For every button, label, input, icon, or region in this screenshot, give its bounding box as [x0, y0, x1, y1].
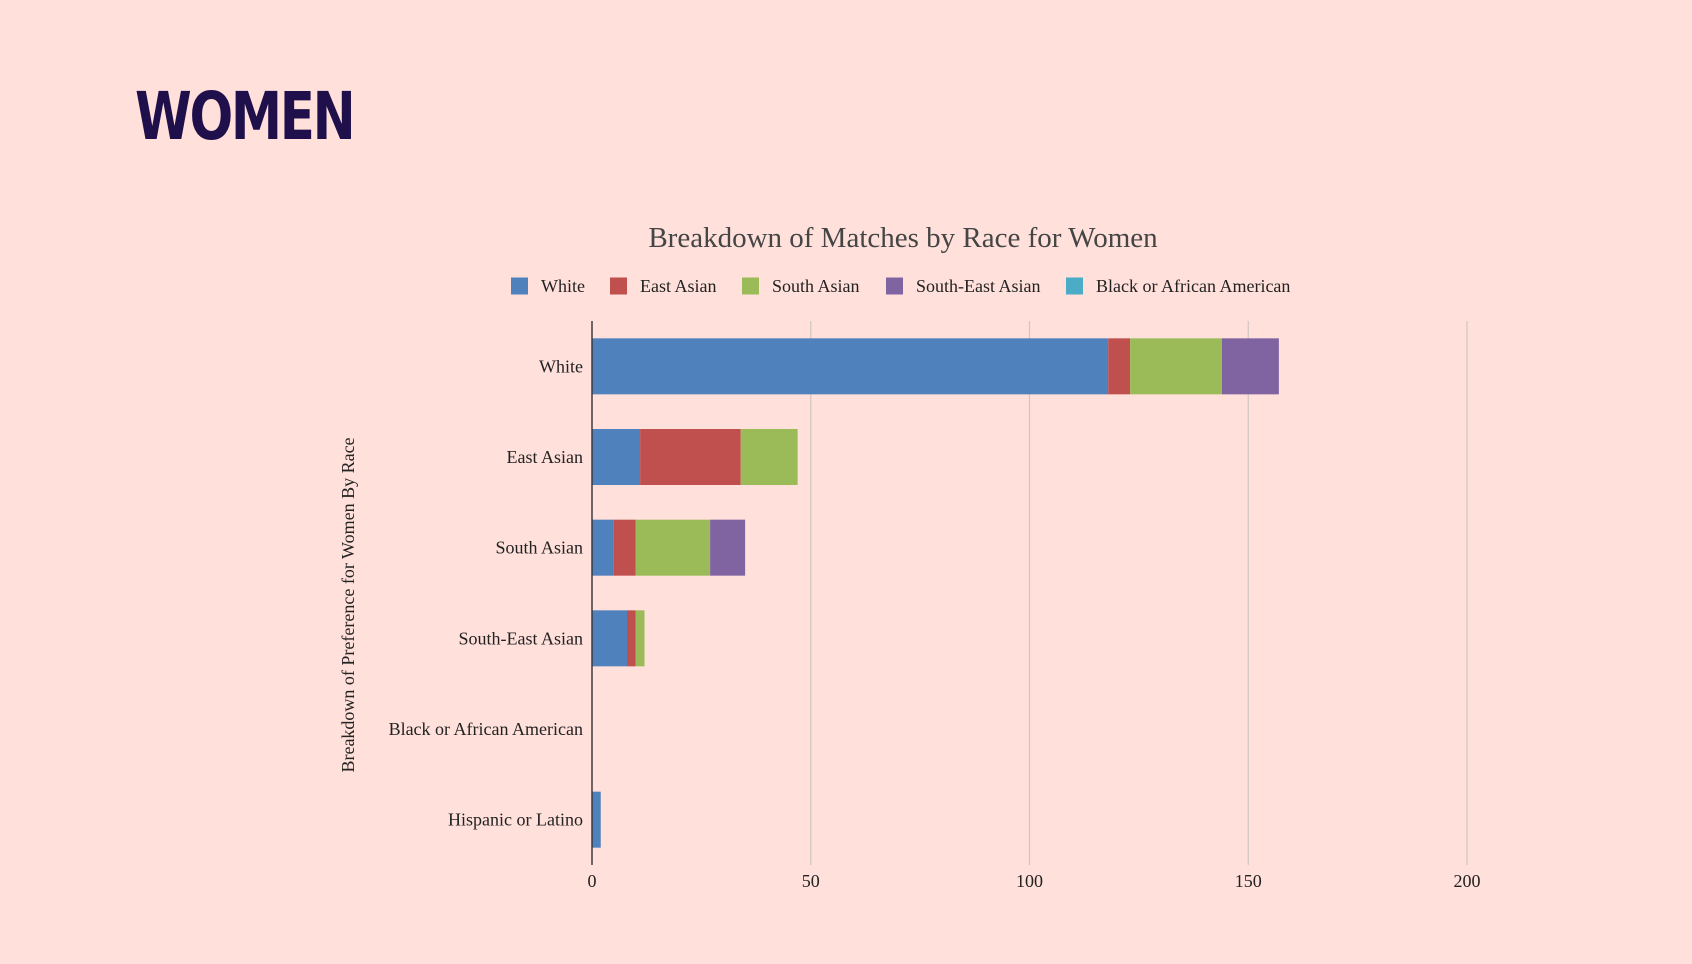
category-labels: White East Asian South Asian South-East Asi… — [389, 356, 583, 829]
y-axis-title: Breakdown of Preference for Women By Rac… — [338, 437, 358, 772]
category-label: South-East Asian — [459, 628, 584, 648]
legend-label: East Asian — [640, 276, 717, 296]
x-tick-label: 0 — [588, 871, 597, 891]
x-axis-ticks: 0 50 100 150 200 — [588, 871, 1481, 891]
x-tick-label: 200 — [1454, 871, 1481, 891]
x-tick-label: 150 — [1235, 871, 1262, 891]
bar-segment — [710, 519, 746, 576]
bar-segment — [635, 519, 711, 576]
x-tick-label: 100 — [1016, 871, 1043, 891]
bar-segment — [640, 429, 741, 485]
bar-segment — [592, 610, 627, 667]
category-label: Hispanic or Latino — [448, 810, 583, 830]
bar-segment — [1222, 338, 1279, 395]
legend-label: White — [541, 276, 585, 296]
chart-bars — [592, 338, 1279, 848]
x-tick-label: 50 — [802, 871, 820, 891]
bar-segment — [740, 429, 798, 485]
bar-segment — [613, 519, 636, 576]
bar-segment — [592, 519, 614, 576]
category-label: White — [539, 356, 583, 376]
legend-swatch — [610, 277, 627, 295]
bar-segment — [592, 338, 1109, 395]
category-label: South Asian — [495, 538, 583, 558]
bar-segment — [627, 610, 636, 667]
bar-segment — [1130, 338, 1222, 395]
category-label: East Asian — [507, 447, 584, 467]
bar-segment — [1108, 338, 1131, 395]
page-title: WOMEN — [135, 78, 356, 155]
chart-title: Breakdown of Matches by Race for Women — [648, 222, 1158, 254]
legend-swatch — [1066, 277, 1083, 295]
bar-segment — [592, 429, 641, 485]
bar-segment — [635, 610, 645, 667]
chart-gridlines — [810, 321, 1468, 865]
legend-swatch — [886, 277, 903, 295]
category-label: Black or African American — [389, 719, 583, 739]
legend-label: Black or African American — [1096, 276, 1290, 296]
legend-swatch — [742, 277, 759, 295]
legend-label: South Asian — [772, 276, 860, 296]
legend-swatch — [511, 277, 528, 295]
chart-legend: White East Asian South Asian South-East Asi… — [511, 276, 1290, 296]
bar-segment — [592, 791, 601, 848]
legend-label: South-East Asian — [916, 276, 1041, 296]
